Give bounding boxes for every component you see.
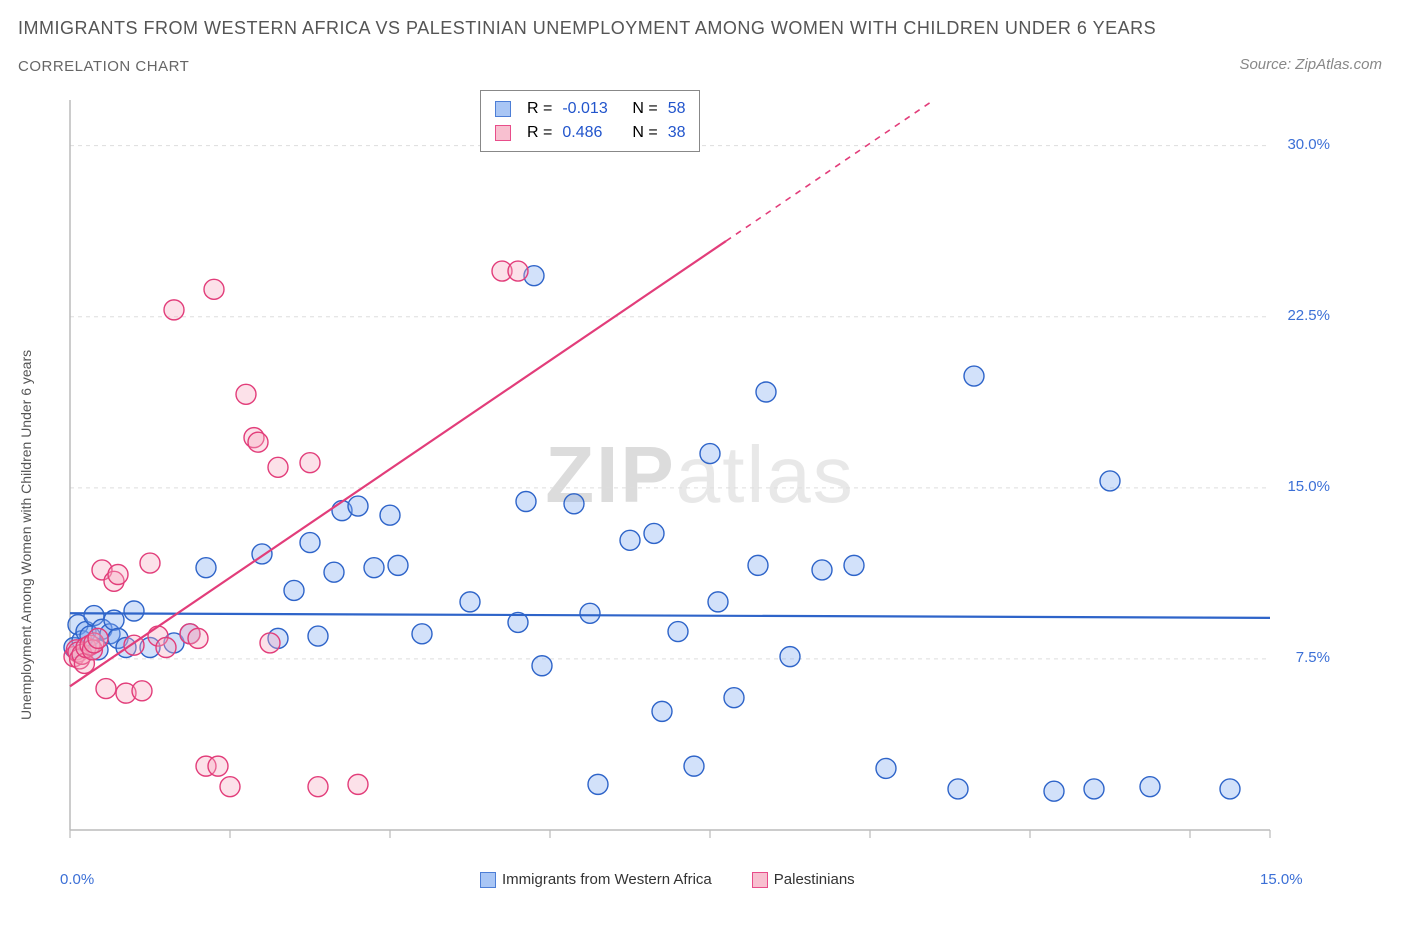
stats-legend-box: R = -0.013 N = 58R = 0.486 N = 38 <box>480 90 700 152</box>
chart-subtitle: CORRELATION CHART <box>18 58 189 75</box>
source-attribution: Source: ZipAtlas.com <box>1239 56 1382 73</box>
y-tick-label: 7.5% <box>1296 649 1330 666</box>
x-tick-label: 0.0% <box>60 871 94 888</box>
legend-swatch <box>495 125 511 141</box>
y-tick-label: 30.0% <box>1287 136 1330 153</box>
scatter-plot <box>60 90 1340 860</box>
y-tick-label: 22.5% <box>1287 307 1330 324</box>
legend-item: Palestinians <box>752 871 855 888</box>
x-tick-label: 15.0% <box>1260 871 1303 888</box>
chart-area: ZIPatlas R = -0.013 N = 58R = 0.486 N = … <box>60 90 1340 860</box>
chart-title: IMMIGRANTS FROM WESTERN AFRICA VS PALEST… <box>18 18 1156 39</box>
stats-row: R = 0.486 N = 38 <box>495 121 685 145</box>
stats-row: R = -0.013 N = 58 <box>495 97 685 121</box>
legend-swatch <box>480 872 496 888</box>
legend-swatch <box>495 101 511 117</box>
y-axis-label: Unemployment Among Women with Children U… <box>18 350 34 720</box>
legend-item: Immigrants from Western Africa <box>480 871 712 888</box>
legend-swatch <box>752 872 768 888</box>
y-tick-label: 15.0% <box>1287 478 1330 495</box>
x-axis-legend: Immigrants from Western Africa Palestinia… <box>480 871 855 888</box>
